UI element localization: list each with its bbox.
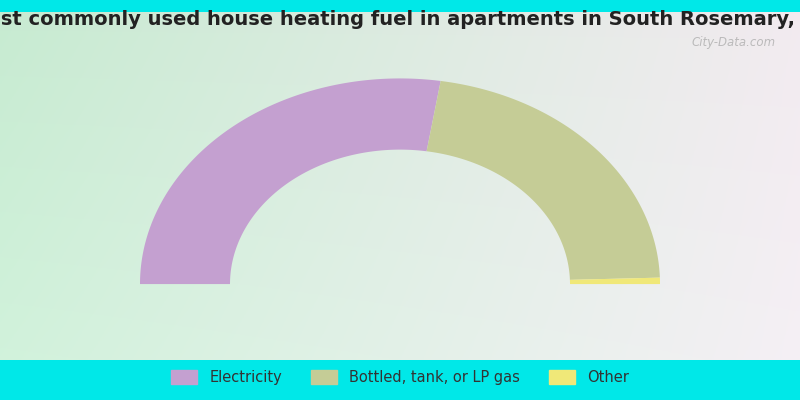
Polygon shape xyxy=(426,81,660,280)
Legend: Electricity, Bottled, tank, or LP gas, Other: Electricity, Bottled, tank, or LP gas, O… xyxy=(166,364,634,391)
Text: City-Data.com: City-Data.com xyxy=(692,36,776,49)
Polygon shape xyxy=(570,278,660,284)
Polygon shape xyxy=(140,78,441,284)
Text: Most commonly used house heating fuel in apartments in South Rosemary, NC: Most commonly used house heating fuel in… xyxy=(0,10,800,29)
